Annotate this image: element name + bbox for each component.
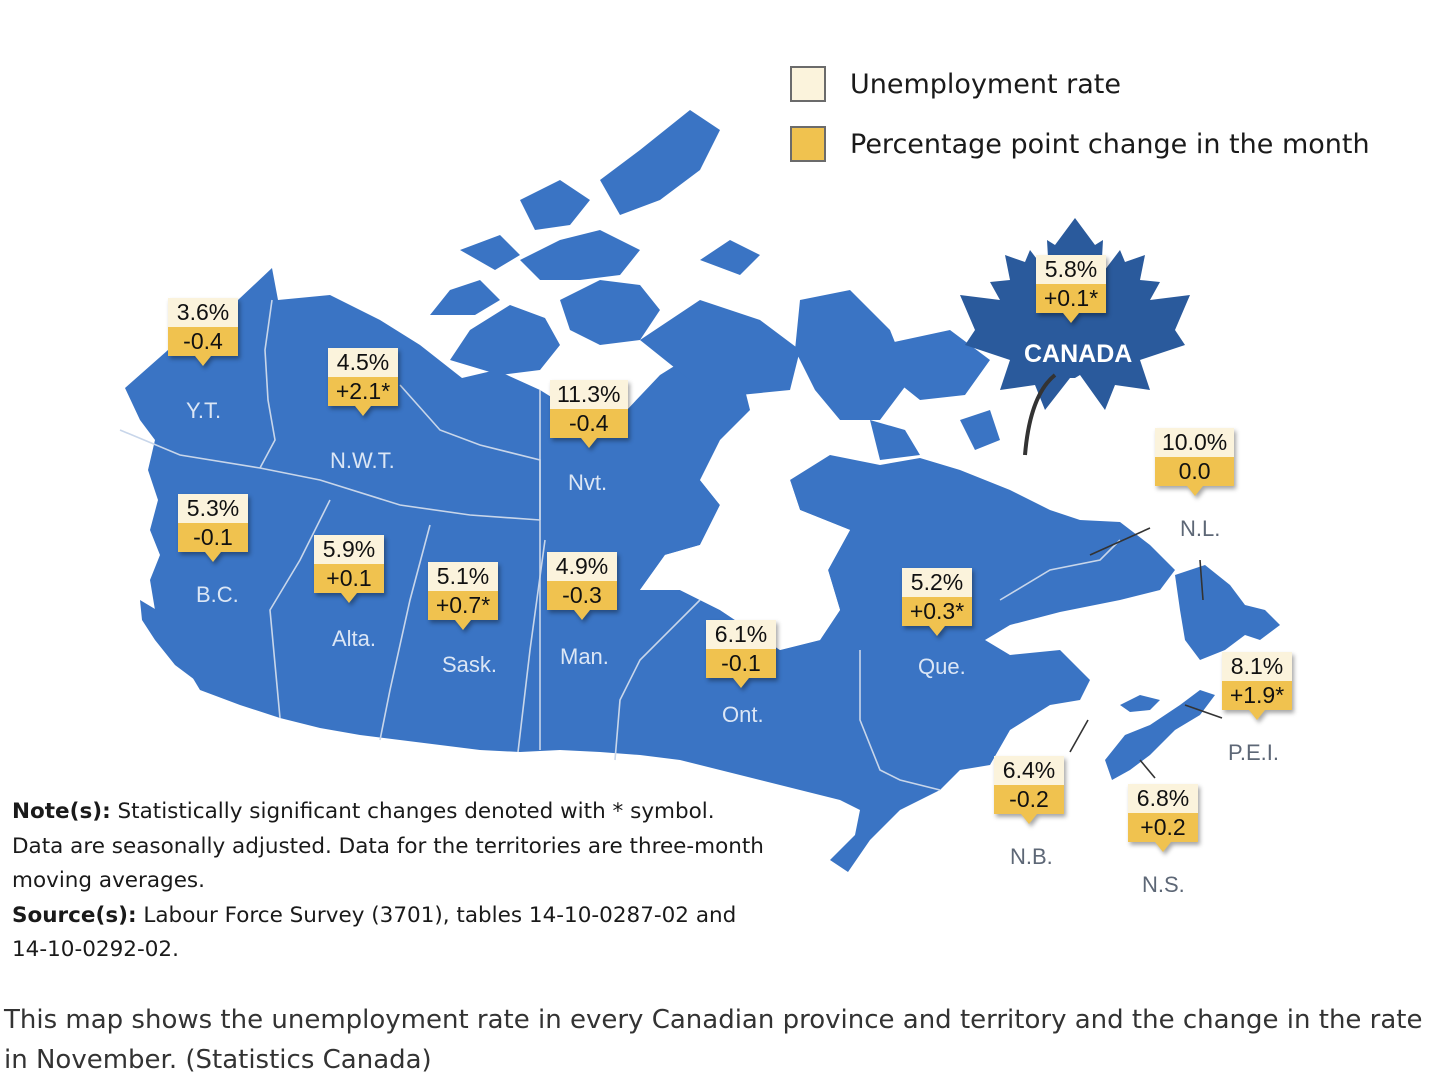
badge-sask-change: +0.7*	[428, 591, 498, 630]
map-figure: Unemployment rate Percentage point chang…	[0, 30, 1448, 976]
badge-man-change: -0.3	[547, 581, 617, 620]
legend-change: Percentage point change in the month	[790, 126, 1370, 162]
vancouver-island-shape	[140, 600, 205, 680]
label-nwt: N.W.T.	[330, 448, 395, 473]
source-line: Source(s): Labour Force Survey (3701), t…	[12, 899, 772, 968]
label-sask: Sask.	[442, 652, 498, 677]
legend-swatch-change	[790, 126, 826, 162]
note-line: Note(s): Statistically significant chang…	[12, 795, 772, 899]
label-man: Man.	[560, 644, 609, 669]
label-nl: N.L.	[1180, 516, 1221, 541]
label-nb: N.B.	[1010, 844, 1053, 869]
badge-nvt: 11.3% -0.4	[550, 380, 628, 448]
badge-alta-rate: 5.9%	[314, 535, 384, 564]
label-pei: P.E.I.	[1228, 740, 1279, 765]
label-yt: Y.T.	[186, 398, 222, 423]
badge-sask-rate: 5.1%	[428, 562, 498, 591]
badge-que: 5.2% +0.3*	[902, 568, 972, 636]
province-borders	[119, 299, 1121, 791]
legend-change-label: Percentage point change in the month	[850, 128, 1370, 160]
badge-alta: 5.9% +0.1	[314, 535, 384, 603]
source-heading: Source(s):	[12, 902, 137, 928]
badge-nb-rate: 6.4%	[994, 756, 1064, 785]
badge-yt-rate: 3.6%	[168, 298, 238, 327]
note-text: Statistically significant changes denote…	[12, 799, 764, 893]
badge-ont: 6.1% -0.1	[706, 620, 776, 688]
badge-pei-rate: 8.1%	[1222, 652, 1292, 681]
badge-canada-change: +0.1*	[1036, 284, 1106, 323]
badge-nl-rate: 10.0%	[1155, 428, 1235, 457]
legend-swatch-rate	[790, 66, 826, 102]
badge-pei: 8.1% +1.9*	[1222, 652, 1292, 720]
badge-man-rate: 4.9%	[547, 552, 617, 581]
label-bc: B.C.	[196, 582, 239, 607]
label-ns: N.S.	[1142, 872, 1185, 897]
badge-nwt-change: +2.1*	[328, 377, 398, 416]
label-alta: Alta.	[332, 626, 377, 651]
newfoundland-shape	[1175, 565, 1280, 660]
badge-nwt: 4.5% +2.1*	[328, 348, 398, 416]
maple-leaf-stem	[1023, 373, 1057, 456]
figure-caption: This map shows the unemployment rate in …	[4, 1005, 1423, 1075]
label-nvt: Nvt.	[568, 470, 608, 495]
source-text: Labour Force Survey (3701), tables 14-10…	[12, 902, 737, 963]
badge-ns: 6.8% +0.2	[1128, 784, 1198, 852]
badge-bc: 5.3% -0.1	[178, 494, 248, 562]
notes-block: Note(s): Statistically significant chang…	[12, 795, 772, 968]
canada-label: CANADA	[1024, 340, 1133, 368]
badge-nvt-change: -0.4	[550, 409, 628, 448]
badge-que-rate: 5.2%	[902, 568, 972, 597]
badge-nl: 10.0% 0.0	[1155, 428, 1235, 496]
badge-canada-rate: 5.8%	[1036, 255, 1106, 284]
badge-nl-change: 0.0	[1155, 457, 1235, 496]
hudson-bay	[640, 470, 850, 650]
badge-ns-rate: 6.8%	[1128, 784, 1198, 813]
badge-nwt-rate: 4.5%	[328, 348, 398, 377]
badge-sask: 5.1% +0.7*	[428, 562, 498, 630]
badge-nvt-rate: 11.3%	[550, 380, 628, 409]
badge-ont-change: -0.1	[706, 649, 776, 688]
badge-nb-change: -0.2	[994, 785, 1064, 824]
badge-yt-change: -0.4	[168, 327, 238, 366]
badge-bc-rate: 5.3%	[178, 494, 248, 523]
badge-alta-change: +0.1	[314, 564, 384, 603]
badge-pei-change: +1.9*	[1222, 681, 1292, 720]
badge-ns-change: +0.2	[1128, 813, 1198, 852]
pei-shape	[1120, 695, 1160, 712]
badge-yt: 3.6% -0.4	[168, 298, 238, 366]
nova-scotia-shape	[1105, 690, 1215, 780]
label-que: Que.	[918, 654, 966, 679]
arctic-islands	[430, 110, 1000, 460]
label-ont: Ont.	[722, 702, 764, 727]
leader-lines	[1069, 527, 1223, 779]
mainland-shape	[125, 268, 1175, 872]
badge-ont-rate: 6.1%	[706, 620, 776, 649]
badge-bc-change: -0.1	[178, 523, 248, 562]
badge-que-change: +0.3*	[902, 597, 972, 636]
legend-rate-label: Unemployment rate	[850, 68, 1121, 100]
legend-rate: Unemployment rate	[790, 66, 1121, 102]
badge-canada: 5.8% +0.1*	[1036, 255, 1106, 323]
note-heading: Note(s):	[12, 799, 111, 824]
badge-nb: 6.4% -0.2	[994, 756, 1064, 824]
badge-man: 4.9% -0.3	[547, 552, 617, 620]
